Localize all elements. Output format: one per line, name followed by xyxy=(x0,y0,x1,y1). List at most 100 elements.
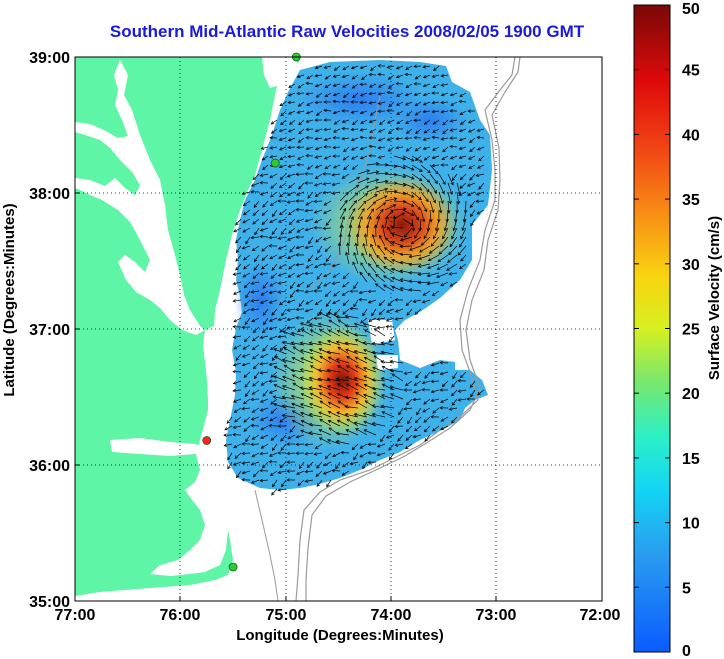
velocity-vector xyxy=(423,92,431,96)
velocity-vector-head xyxy=(363,233,368,238)
velocity-vector xyxy=(235,353,242,361)
velocity-vector-head xyxy=(457,389,462,393)
velocity-vector-head xyxy=(232,272,237,276)
velocity-vector xyxy=(447,182,453,195)
velocity-vector xyxy=(315,254,323,261)
velocity-vector xyxy=(333,100,341,103)
velocity-vector xyxy=(477,146,485,151)
velocity-vector-head xyxy=(417,206,421,211)
velocity-vector xyxy=(369,145,377,148)
velocity-vector-head xyxy=(328,427,333,431)
velocity-vector-head xyxy=(353,251,357,256)
velocity-vector-head xyxy=(398,411,402,416)
velocity-vector xyxy=(411,173,423,182)
velocity-vector-head xyxy=(233,445,237,449)
velocity-vector-head xyxy=(295,442,299,447)
velocity-vector xyxy=(348,176,360,184)
velocity-vector-head xyxy=(405,66,409,70)
station-marker xyxy=(270,158,280,168)
velocity-vector-head xyxy=(427,257,432,262)
velocity-vector-head xyxy=(323,137,328,142)
velocity-vector-head xyxy=(431,135,435,140)
velocity-vector-head xyxy=(408,254,413,259)
velocity-vector-head xyxy=(261,221,266,225)
velocity-vector xyxy=(292,410,305,418)
velocity-vector xyxy=(368,299,377,303)
velocity-vector-head xyxy=(423,419,428,423)
velocity-vector-head xyxy=(318,429,323,433)
velocity-vector xyxy=(381,411,395,418)
velocity-vector xyxy=(411,182,422,191)
velocity-vector-head xyxy=(259,300,264,304)
velocity-vector xyxy=(415,128,422,134)
velocity-vector-head xyxy=(418,249,423,253)
velocity-vector xyxy=(423,74,431,78)
velocity-vector-head xyxy=(337,365,341,369)
velocity-vector-head xyxy=(314,193,319,197)
velocity-vector xyxy=(440,236,449,247)
velocity-vector xyxy=(385,237,395,247)
velocity-vector-head xyxy=(440,73,445,78)
velocity-vector xyxy=(354,323,368,328)
velocity-vector-head xyxy=(352,94,356,99)
velocity-vector xyxy=(427,281,440,285)
velocity-vector-head xyxy=(370,243,374,248)
velocity-vector-head xyxy=(470,393,474,398)
colorbar xyxy=(633,4,671,653)
velocity-vector xyxy=(398,407,404,415)
velocity-vector-head xyxy=(353,421,358,425)
velocity-vector xyxy=(342,299,350,306)
velocity-vector-head xyxy=(377,101,382,105)
velocity-vector-head xyxy=(273,384,278,388)
velocity-vector-head xyxy=(341,216,345,220)
velocity-vector xyxy=(297,110,305,113)
velocity-vector xyxy=(446,263,458,271)
velocity-vector-head xyxy=(362,412,367,416)
velocity-vector-head xyxy=(399,238,404,242)
velocity-vector-head xyxy=(295,245,300,250)
velocity-vector xyxy=(289,425,296,433)
velocity-vector-head xyxy=(380,377,385,381)
velocity-vector-head xyxy=(259,192,264,196)
velocity-vector xyxy=(355,365,368,373)
velocity-vector-head xyxy=(327,401,332,405)
velocity-vector xyxy=(278,290,287,293)
velocity-vector xyxy=(278,245,287,250)
velocity-vector xyxy=(447,254,458,263)
velocity-vector-head xyxy=(314,155,319,159)
velocity-vector xyxy=(324,245,332,252)
velocity-vector-head xyxy=(279,329,283,333)
velocity-vector xyxy=(357,193,368,202)
velocity-vector xyxy=(244,281,251,288)
velocity-vector xyxy=(324,137,332,141)
velocity-vector-head xyxy=(327,356,332,360)
velocity-vector-head xyxy=(314,165,319,169)
map-layers xyxy=(75,57,602,601)
velocity-vector-head xyxy=(261,266,265,270)
velocity-vector-head xyxy=(383,266,387,270)
velocity-vector-head xyxy=(241,470,246,475)
velocity-vector xyxy=(288,209,296,216)
velocity-vector xyxy=(459,146,467,150)
velocity-vector-head xyxy=(388,456,393,461)
velocity-vector-head xyxy=(362,341,367,345)
velocity-vector-head xyxy=(243,374,248,378)
velocity-vector xyxy=(345,315,359,319)
velocity-vector-head xyxy=(342,157,347,161)
velocity-vector xyxy=(244,335,251,342)
velocity-vector-head xyxy=(450,181,454,186)
velocity-vector-head xyxy=(359,128,364,132)
velocity-vector-head xyxy=(298,130,302,135)
velocity-vector-head xyxy=(424,438,428,442)
velocity-vector xyxy=(438,200,442,213)
velocity-vector-head xyxy=(402,157,407,161)
velocity-vector-head xyxy=(425,198,429,203)
velocity-vector-head xyxy=(395,127,399,131)
velocity-vector-head xyxy=(287,93,292,97)
velocity-vector xyxy=(270,371,278,378)
velocity-vector xyxy=(296,245,305,249)
velocity-vector xyxy=(325,74,332,80)
velocity-vector-head xyxy=(449,119,454,123)
velocity-vector xyxy=(470,389,476,397)
velocity-vector xyxy=(362,308,368,316)
